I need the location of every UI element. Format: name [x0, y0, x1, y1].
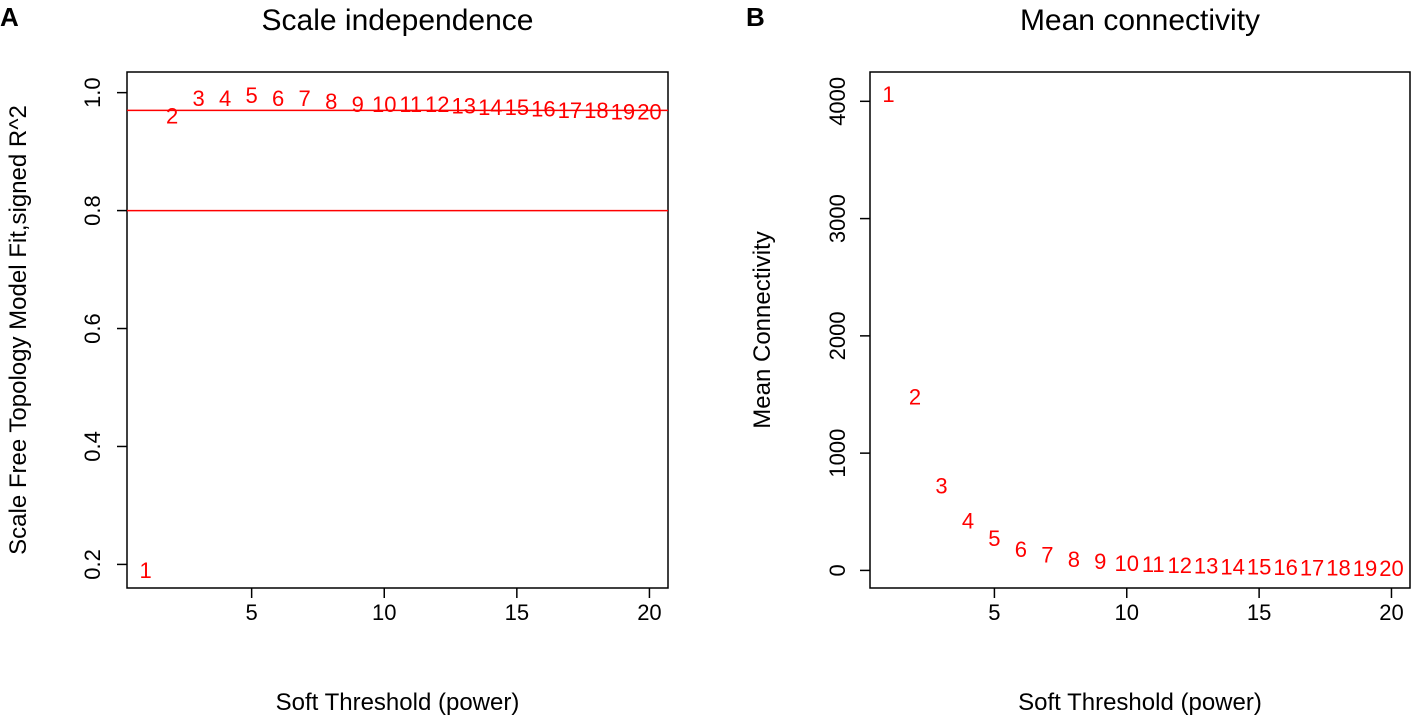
- data-point-20: 20: [637, 100, 661, 125]
- data-point-14: 14: [478, 95, 502, 120]
- plot-frame: [126, 71, 669, 589]
- data-point-11: 11: [399, 92, 422, 117]
- data-point-9: 9: [352, 92, 364, 117]
- y-axis-label: Mean Connectivity: [749, 231, 776, 428]
- data-point-5: 5: [246, 83, 258, 108]
- data-point-6: 6: [1015, 537, 1027, 562]
- data-point-14: 14: [1220, 554, 1244, 579]
- y-axis-label: Scale Free Topology Model Fit,signed R^2: [5, 105, 32, 555]
- y-tick-label: 1000: [825, 429, 850, 478]
- data-point-16: 16: [1273, 555, 1297, 580]
- y-tick-label: 0.4: [80, 431, 105, 462]
- y-tick-label: 0: [825, 564, 850, 576]
- y-tick-label: 2000: [825, 311, 850, 360]
- data-point-17: 17: [1300, 555, 1324, 580]
- data-point-16: 16: [531, 97, 555, 122]
- y-tick-label: 1.0: [80, 77, 105, 108]
- data-point-20: 20: [1379, 556, 1403, 581]
- data-point-15: 15: [505, 95, 529, 120]
- panel-letter: A: [0, 2, 19, 32]
- data-point-12: 12: [1167, 553, 1191, 578]
- data-point-10: 10: [1115, 551, 1139, 576]
- data-point-2: 2: [166, 104, 178, 129]
- data-point-1: 1: [882, 82, 894, 107]
- y-tick-label: 0.8: [80, 195, 105, 226]
- data-point-19: 19: [611, 100, 635, 125]
- data-point-7: 7: [299, 86, 311, 111]
- panel-letter: B: [746, 2, 765, 32]
- x-axis-label: Soft Threshold (power): [1018, 689, 1262, 716]
- data-point-1: 1: [139, 558, 151, 583]
- chart-title: Mean connectivity: [1020, 4, 1260, 37]
- data-point-8: 8: [1068, 547, 1080, 572]
- data-point-15: 15: [1247, 555, 1271, 580]
- x-tick-label: 15: [1247, 600, 1271, 625]
- data-point-8: 8: [325, 89, 337, 114]
- data-point-17: 17: [558, 98, 582, 123]
- y-tick-label: 3000: [825, 194, 850, 243]
- x-tick-label: 5: [988, 600, 1000, 625]
- y-tick-label: 0.6: [80, 313, 105, 344]
- data-point-18: 18: [584, 98, 608, 123]
- data-point-5: 5: [988, 526, 1000, 551]
- x-tick-label: 15: [505, 600, 529, 625]
- data-point-18: 18: [1326, 556, 1350, 581]
- data-point-3: 3: [192, 86, 204, 111]
- data-point-6: 6: [272, 86, 284, 111]
- x-tick-label: 10: [1115, 600, 1139, 625]
- data-point-13: 13: [452, 94, 476, 119]
- y-tick-label: 0.2: [80, 549, 105, 580]
- data-point-3: 3: [935, 473, 947, 498]
- data-point-4: 4: [962, 509, 974, 534]
- data-point-10: 10: [372, 92, 396, 117]
- data-point-7: 7: [1041, 543, 1053, 568]
- data-point-4: 4: [219, 86, 231, 111]
- x-axis-label: Soft Threshold (power): [276, 689, 520, 716]
- x-tick-label: 20: [637, 600, 661, 625]
- y-tick-label: 4000: [825, 77, 850, 126]
- chart-title: Scale independence: [262, 4, 534, 37]
- x-tick-label: 20: [1379, 600, 1403, 625]
- data-point-13: 13: [1194, 554, 1218, 579]
- x-tick-label: 10: [372, 600, 396, 625]
- data-point-11: 11: [1142, 552, 1165, 577]
- data-point-9: 9: [1094, 549, 1106, 574]
- data-point-12: 12: [425, 92, 449, 117]
- x-tick-label: 5: [246, 600, 258, 625]
- plot-frame: [869, 71, 1411, 589]
- data-point-2: 2: [909, 384, 921, 409]
- data-point-19: 19: [1353, 556, 1377, 581]
